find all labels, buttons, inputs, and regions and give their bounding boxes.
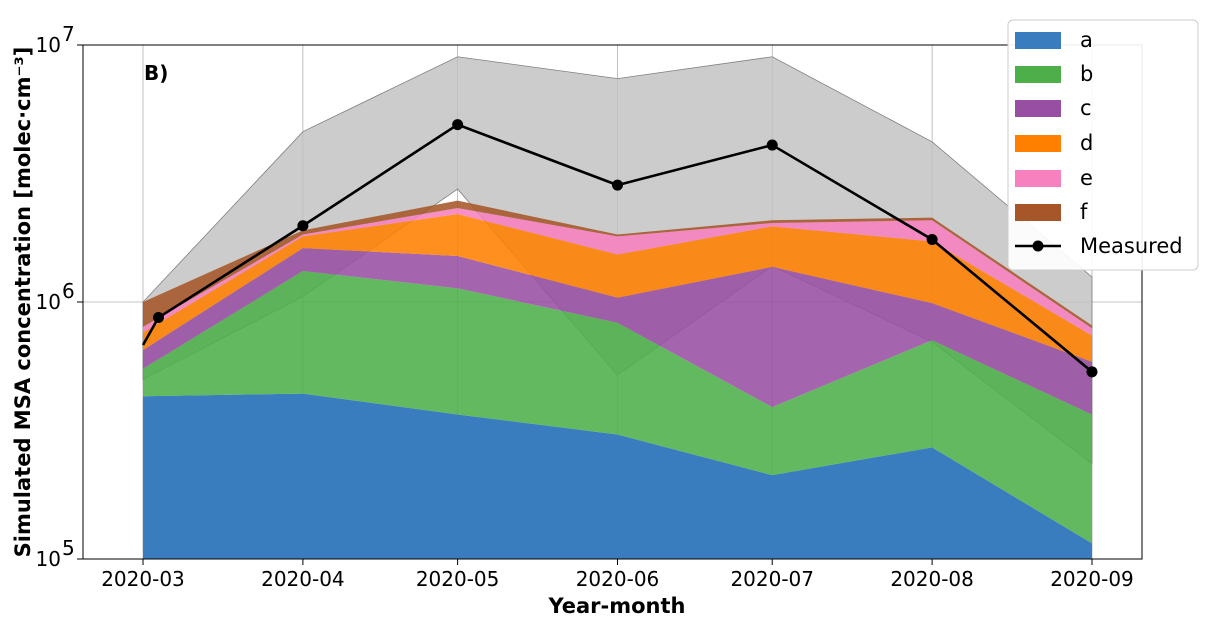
legend-swatch-a bbox=[1015, 32, 1061, 49]
y-tick-label-6: 10 bbox=[36, 290, 61, 314]
measured-point-5 bbox=[766, 139, 778, 151]
measured-point-2 bbox=[297, 220, 309, 232]
y-tick-label-5: 10 bbox=[36, 547, 61, 571]
legend-label-b: b bbox=[1080, 62, 1093, 86]
x-tick-label-2020-03: 2020-03 bbox=[101, 567, 185, 591]
measured-line-path bbox=[141, 123, 1093, 373]
x-axis-title: Year-month bbox=[547, 594, 685, 618]
measured-point-1 bbox=[152, 312, 164, 324]
area-series-c bbox=[143, 248, 1092, 415]
legend-label-e: e bbox=[1080, 166, 1093, 190]
legend-label-a: a bbox=[1080, 28, 1093, 52]
panel-label: B) bbox=[144, 61, 168, 85]
legend-swatch-e bbox=[1015, 170, 1061, 187]
legend-swatch-f bbox=[1015, 204, 1061, 221]
x-tick-label-2020-05: 2020-05 bbox=[416, 567, 500, 591]
stacked-areas bbox=[143, 200, 1092, 559]
legend-swatch-b bbox=[1015, 66, 1061, 83]
x-tick-label-2020-07: 2020-07 bbox=[730, 567, 814, 591]
measured-point-6 bbox=[926, 234, 938, 246]
x-tick-label-2020-06: 2020-06 bbox=[576, 567, 660, 591]
legend-label-d: d bbox=[1080, 131, 1093, 155]
y-axis-title: Simulated MSA concentration [molec·cm⁻³] bbox=[11, 47, 35, 558]
y-tick-label-7: 10 bbox=[36, 33, 61, 57]
legend-label-c: c bbox=[1080, 96, 1092, 120]
area-series-a bbox=[143, 393, 1092, 559]
measured-point-7 bbox=[1086, 366, 1098, 378]
x-tick-label-2020-04: 2020-04 bbox=[261, 567, 345, 591]
measured-point-3 bbox=[452, 119, 464, 131]
legend-swatch-c bbox=[1015, 100, 1061, 117]
x-tick-label-2020-09: 2020-09 bbox=[1050, 567, 1134, 591]
y-tick-exponent-7: 7 bbox=[62, 22, 75, 46]
legend-label-f: f bbox=[1080, 200, 1088, 224]
axis-ticks: 2020-03 2020-04 2020-05 2020-06 2020-07 2020-… bbox=[36, 22, 1134, 591]
y-tick-exponent-5: 5 bbox=[62, 536, 75, 560]
legend-swatch-d bbox=[1015, 135, 1061, 152]
area-series-b bbox=[143, 271, 1092, 544]
y-tick-exponent-6: 6 bbox=[62, 279, 75, 303]
legend-label-measured: Measured bbox=[1080, 234, 1183, 258]
x-tick-label-2020-08: 2020-08 bbox=[890, 567, 974, 591]
area-series-d bbox=[143, 213, 1092, 362]
measured-line bbox=[141, 119, 1098, 378]
legend-swatch-measured-marker bbox=[1032, 240, 1044, 252]
measured-point-4 bbox=[612, 179, 623, 191]
